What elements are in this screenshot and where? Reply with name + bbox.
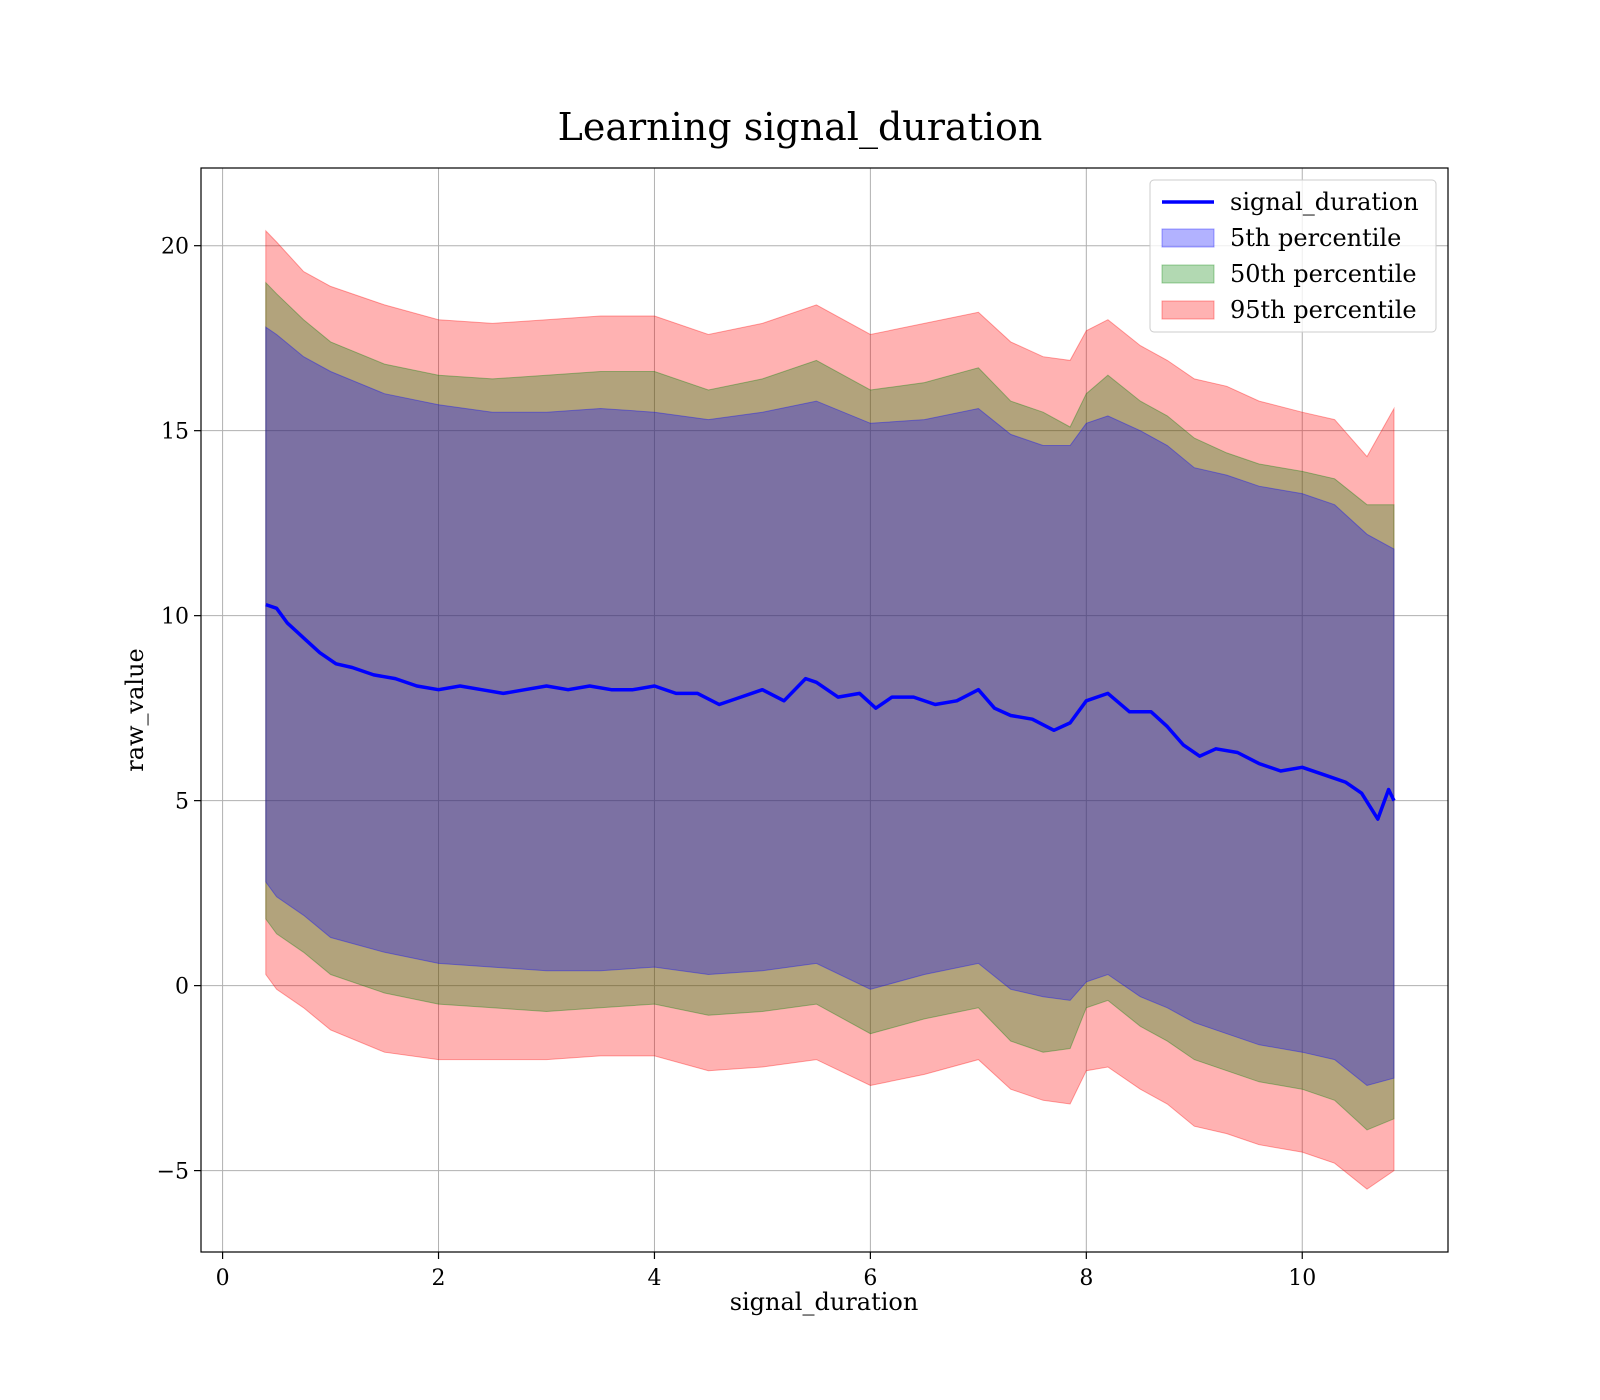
percentile-bands [265, 229, 1395, 1190]
x-axis-label: signal_duration [730, 1288, 919, 1316]
grid [201, 168, 1448, 1252]
x-tick-label: 8 [1079, 1266, 1093, 1291]
axis-ticks: 0 2 4 6 8 10 −5 0 5 10 15 20 [157, 235, 1317, 1291]
chart-title: Learning signal_duration [558, 105, 1043, 150]
y-tick-label: 0 [175, 975, 189, 1000]
legend-entry-label: 5th percentile [1230, 224, 1401, 252]
x-tick-label: 10 [1288, 1266, 1316, 1291]
x-tick-label: 4 [647, 1266, 661, 1291]
line-layer [265, 602, 1396, 821]
band-5th-percentile [265, 326, 1395, 1087]
y-tick-label: 5 [175, 790, 189, 815]
legend-entry-label: 50th percentile [1230, 260, 1417, 288]
legend-swatch-band-50th-percentile [1161, 264, 1215, 284]
x-tick-label: 0 [216, 1266, 230, 1291]
y-axis-label: raw_value [121, 648, 149, 772]
legend: signal_duration 5th percentile 50th percen… [1149, 179, 1437, 333]
x-tick-label: 2 [432, 1266, 446, 1291]
legend-entry-label: 95th percentile [1230, 296, 1417, 324]
y-tick-label: −5 [157, 1160, 189, 1185]
legend-swatch-band-95th-percentile [1161, 300, 1215, 320]
x-tick-label: 6 [863, 1266, 877, 1291]
y-tick-label: 15 [161, 420, 189, 445]
band-95th-percentile [265, 229, 1395, 1190]
y-tick-label: 10 [161, 605, 189, 630]
signal-duration-line [265, 602, 1396, 821]
band-50th-percentile [265, 281, 1395, 1131]
legend-swatch-band-5th-percentile [1161, 228, 1215, 248]
plot-frame [200, 167, 1449, 1253]
legend-entry-label: signal_duration [1230, 188, 1419, 216]
y-tick-label: 20 [161, 235, 189, 260]
legend-box [1149, 179, 1437, 333]
